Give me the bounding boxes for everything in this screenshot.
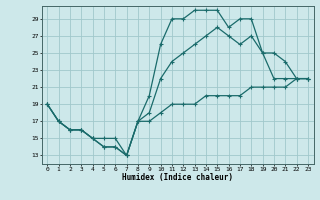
X-axis label: Humidex (Indice chaleur): Humidex (Indice chaleur) — [122, 173, 233, 182]
